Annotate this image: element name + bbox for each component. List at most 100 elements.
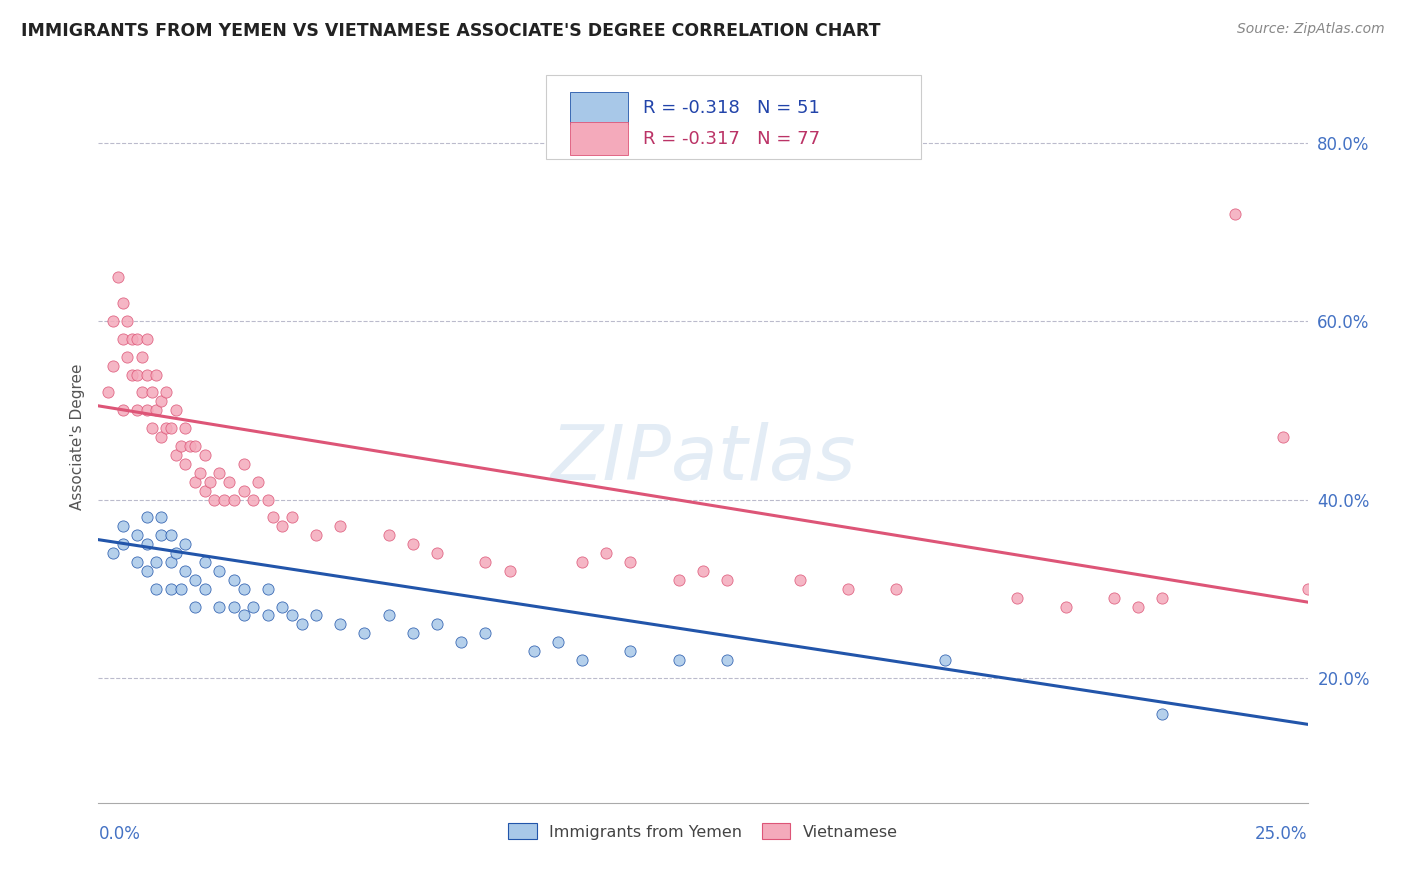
Point — [218, 475, 240, 489]
Text: 0.0%: 0.0% — [98, 825, 141, 843]
Point — [174, 537, 197, 551]
Point — [160, 555, 183, 569]
Point — [101, 546, 124, 560]
Point — [127, 332, 149, 346]
Point — [402, 537, 425, 551]
Point — [595, 546, 617, 560]
Point — [247, 475, 270, 489]
Point — [1007, 591, 1029, 605]
Point — [716, 653, 738, 667]
Point — [111, 332, 134, 346]
Point — [271, 519, 294, 533]
Point — [353, 626, 375, 640]
Point — [222, 492, 245, 507]
Point — [111, 537, 134, 551]
Text: 25.0%: 25.0% — [1256, 825, 1308, 843]
Point — [165, 403, 187, 417]
Y-axis label: Associate's Degree: Associate's Degree — [69, 364, 84, 510]
Text: Source: ZipAtlas.com: Source: ZipAtlas.com — [1237, 22, 1385, 37]
Point — [290, 617, 312, 632]
Point — [160, 421, 183, 435]
FancyBboxPatch shape — [569, 92, 628, 124]
Text: R = -0.318   N = 51: R = -0.318 N = 51 — [643, 99, 820, 117]
Point — [426, 617, 449, 632]
Point — [1128, 599, 1150, 614]
Point — [212, 492, 235, 507]
Point — [150, 430, 173, 444]
Point — [198, 475, 221, 489]
Point — [174, 564, 197, 578]
Point — [571, 555, 593, 569]
Point — [1054, 599, 1077, 614]
Point — [184, 573, 207, 587]
Point — [1296, 582, 1319, 596]
Point — [450, 635, 472, 649]
Point — [281, 510, 304, 524]
Legend: Immigrants from Yemen, Vietnamese: Immigrants from Yemen, Vietnamese — [502, 817, 904, 846]
Point — [329, 617, 352, 632]
Point — [1152, 591, 1174, 605]
Point — [668, 573, 690, 587]
Point — [127, 368, 149, 382]
Point — [141, 385, 163, 400]
Point — [256, 608, 278, 623]
Point — [127, 403, 149, 417]
Point — [97, 385, 120, 400]
Point — [208, 466, 231, 480]
Point — [1152, 706, 1174, 721]
Point — [232, 582, 254, 596]
Point — [402, 626, 425, 640]
Point — [232, 483, 254, 498]
Point — [184, 599, 207, 614]
Point — [222, 573, 245, 587]
Point — [242, 492, 264, 507]
Point — [668, 653, 690, 667]
Point — [498, 564, 520, 578]
Point — [716, 573, 738, 587]
Point — [111, 403, 134, 417]
Point — [619, 644, 641, 658]
Point — [155, 385, 177, 400]
Point — [145, 582, 167, 596]
Point — [127, 528, 149, 542]
Point — [692, 564, 714, 578]
Text: IMMIGRANTS FROM YEMEN VS VIETNAMESE ASSOCIATE'S DEGREE CORRELATION CHART: IMMIGRANTS FROM YEMEN VS VIETNAMESE ASSO… — [21, 22, 880, 40]
Point — [571, 653, 593, 667]
Point — [150, 528, 173, 542]
Point — [111, 296, 134, 310]
Point — [169, 439, 191, 453]
Point — [1272, 430, 1295, 444]
Point — [127, 555, 149, 569]
Point — [256, 582, 278, 596]
Point — [204, 492, 226, 507]
Point — [377, 528, 399, 542]
Point — [117, 350, 139, 364]
Point — [165, 546, 187, 560]
Point — [194, 555, 217, 569]
Text: ZIPatlas: ZIPatlas — [550, 422, 856, 496]
Point — [160, 528, 183, 542]
Point — [145, 403, 167, 417]
Point — [377, 608, 399, 623]
Point — [150, 394, 173, 409]
Point — [474, 626, 496, 640]
Point — [135, 368, 157, 382]
Point — [101, 314, 124, 328]
Point — [194, 483, 217, 498]
Point — [789, 573, 811, 587]
Point — [222, 599, 245, 614]
Text: R = -0.317   N = 77: R = -0.317 N = 77 — [643, 129, 820, 147]
Point — [208, 564, 231, 578]
Point — [174, 421, 197, 435]
Point — [886, 582, 908, 596]
Point — [262, 510, 284, 524]
Point — [305, 608, 328, 623]
Point — [184, 439, 207, 453]
Point — [135, 510, 157, 524]
Point — [131, 385, 153, 400]
FancyBboxPatch shape — [546, 75, 921, 159]
Point — [145, 368, 167, 382]
Point — [305, 528, 328, 542]
Point — [188, 466, 211, 480]
Point — [135, 332, 157, 346]
